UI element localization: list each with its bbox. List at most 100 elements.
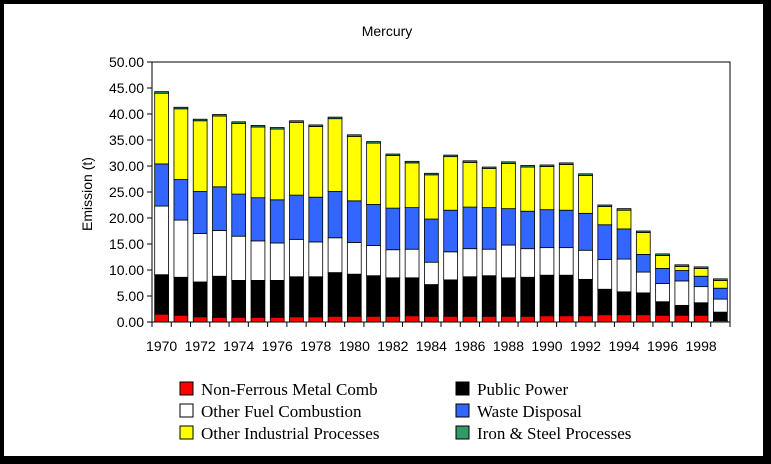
bar-segment-1995-s4 <box>635 232 651 255</box>
y-tick-label: 0.00 <box>117 314 144 330</box>
bar-segment-1993-s1 <box>597 288 613 316</box>
bar-segment-1989-s1 <box>520 276 536 317</box>
bar-segment-1985-s2 <box>443 251 458 281</box>
bar-segment-1982-s1 <box>385 277 401 317</box>
y-tick-label: 15.00 <box>109 236 144 252</box>
bar-segment-1987-s3 <box>481 207 497 250</box>
bar-segment-1993-s4 <box>597 206 613 226</box>
y-tick-label: 50.00 <box>109 54 144 70</box>
bar-segment-1973-s4 <box>212 115 227 188</box>
legend-swatch-2 <box>179 403 194 418</box>
bar-segment-1978-s2 <box>308 241 324 278</box>
bar-segment-1996-s1 <box>655 301 670 316</box>
x-tick-label: 1970 <box>146 338 177 354</box>
bar-segment-1987-s4 <box>481 168 497 209</box>
bar-segment-1977-s3 <box>289 194 304 240</box>
bar-segment-1997-s2 <box>674 280 690 306</box>
bar-segment-1974-s3 <box>231 193 247 237</box>
bar-segment-1994-s3 <box>616 228 632 260</box>
bar-segment-1997-s5 <box>674 264 690 267</box>
bar-segment-1987-s2 <box>481 248 497 277</box>
bar-segment-1970-s2 <box>154 205 169 276</box>
x-tick-label: 1998 <box>686 338 717 354</box>
bar-segment-1983-s3 <box>404 207 420 250</box>
bar-segment-1980-s0 <box>346 315 362 323</box>
bar-segment-1979-s3 <box>327 191 343 239</box>
bar-segment-1998-s4 <box>693 268 709 277</box>
bar-segment-1975-s2 <box>250 240 266 281</box>
bar-segment-1977-s4 <box>289 121 304 196</box>
legend-label-4: Other Industrial Processes <box>201 424 379 443</box>
bar-segment-1995-s0 <box>635 314 651 323</box>
bar-segment-1988-s2 <box>501 244 516 279</box>
bar-segment-1985-s1 <box>443 279 458 317</box>
bar-segment-1972-s3 <box>192 191 208 234</box>
bar-segment-1981-s5 <box>366 141 381 144</box>
x-tick-label: 1992 <box>570 338 601 354</box>
bar-segment-1984-s1 <box>424 284 439 317</box>
bar-segment-1980-s5 <box>346 134 362 137</box>
bar-segment-1988-s3 <box>501 208 516 246</box>
bar-segment-1979-s5 <box>327 116 343 120</box>
bar-segment-1983-s0 <box>404 315 420 323</box>
bar-segment-1971-s5 <box>173 106 189 110</box>
bar-segment-1977-s5 <box>289 120 304 123</box>
bar-segment-1975-s1 <box>250 279 266 318</box>
bar-segment-1976-s5 <box>269 127 285 130</box>
bar-segment-1991-s4 <box>558 164 574 211</box>
x-tick-label: 1982 <box>377 338 408 354</box>
bar-segment-1970-s5 <box>154 91 169 94</box>
bar-segment-1983-s2 <box>404 248 420 279</box>
bar-segment-1971-s3 <box>173 179 189 221</box>
bar-segment-1979-s1 <box>327 272 343 317</box>
bar-segment-1984-s2 <box>424 261 439 285</box>
bar-segment-1986-s1 <box>462 276 478 317</box>
bar-segment-1982-s3 <box>385 207 401 251</box>
x-tick-label: 1984 <box>416 338 447 354</box>
bar-segment-1999-s1 <box>713 311 728 321</box>
bar-segment-1986-s5 <box>462 160 478 163</box>
bar-segment-1986-s4 <box>462 161 478 208</box>
bar-segment-1973-s5 <box>212 114 227 117</box>
bar-segment-1992-s0 <box>578 315 593 323</box>
bar-segment-1983-s5 <box>404 160 420 164</box>
x-tick-label: 1974 <box>223 338 254 354</box>
plot-area <box>151 61 731 323</box>
bar-segment-1985-s0 <box>443 315 458 323</box>
bar-segment-1975-s4 <box>250 126 266 199</box>
bar-segment-1971-s2 <box>173 219 189 278</box>
bar-segment-1993-s2 <box>597 259 613 290</box>
legend-label-2: Other Fuel Combustion <box>201 402 362 421</box>
bar-segment-1984-s3 <box>424 218 439 263</box>
bar-segment-1984-s0 <box>424 315 439 323</box>
bar-segment-1975-s3 <box>250 197 266 242</box>
bar-segment-1997-s4 <box>674 265 690 271</box>
bar-segment-1998-s5 <box>693 266 709 269</box>
bar-segment-1978-s5 <box>308 124 324 127</box>
bar-segment-1974-s4 <box>231 122 247 195</box>
y-tick-label: 20.00 <box>109 210 144 226</box>
bar-segment-1976-s1 <box>269 279 285 318</box>
bar-segment-1999-s2 <box>713 298 728 313</box>
bar-segment-1990-s0 <box>539 315 555 323</box>
bar-segment-1993-s0 <box>597 314 613 323</box>
x-tick-label: 1976 <box>262 338 293 354</box>
bar-segment-1986-s0 <box>462 315 478 323</box>
bar-segment-1989-s3 <box>520 210 536 250</box>
x-tick-label: 1994 <box>608 338 639 354</box>
legend-swatch-0 <box>179 381 194 396</box>
bar-segment-1974-s2 <box>231 235 247 281</box>
x-axis: 1970 1972 1974 1976 1978 1980 1982 1984 1986 1988… <box>146 322 731 354</box>
bar-segment-1992-s4 <box>578 174 593 214</box>
x-tick-label: 1990 <box>531 338 562 354</box>
bar-segment-1989-s0 <box>520 315 536 323</box>
bar-segment-1981-s4 <box>366 142 381 205</box>
bar-segment-1976-s4 <box>269 128 285 201</box>
y-tick-label: 30.00 <box>109 158 144 174</box>
bar-segment-1992-s5 <box>578 173 593 176</box>
bar-segment-1981-s3 <box>366 204 381 246</box>
bar-segment-1998-s1 <box>693 302 709 316</box>
bar-segment-1985-s4 <box>443 156 458 211</box>
x-tick-label: 1988 <box>493 338 524 354</box>
bar-segment-1986-s2 <box>462 248 478 278</box>
